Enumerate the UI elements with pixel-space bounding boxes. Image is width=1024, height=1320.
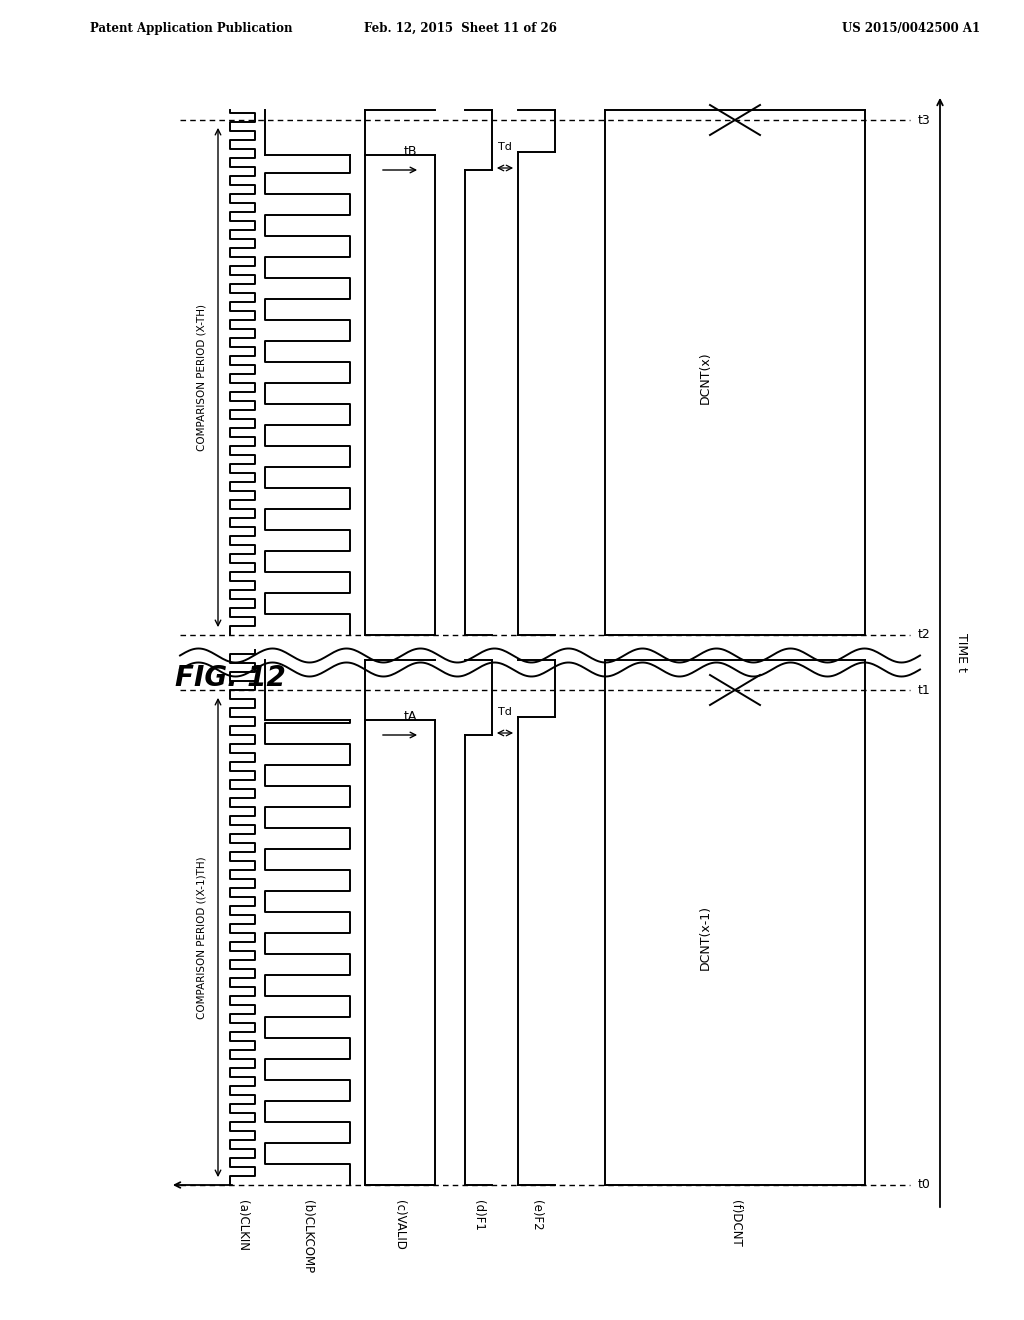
- Text: FIG. 12: FIG. 12: [175, 664, 286, 692]
- Text: t1: t1: [918, 684, 931, 697]
- Text: (c)VALID: (c)VALID: [393, 1200, 407, 1250]
- Text: (f)DCNT: (f)DCNT: [728, 1200, 741, 1247]
- Text: DCNT(x-1): DCNT(x-1): [698, 906, 712, 970]
- Text: DCNT(x): DCNT(x): [698, 351, 712, 404]
- Text: t3: t3: [918, 114, 931, 127]
- Text: TIME t: TIME t: [955, 634, 968, 672]
- Text: t2: t2: [918, 628, 931, 642]
- Text: COMPARISON PERIOD (X-TH): COMPARISON PERIOD (X-TH): [196, 304, 206, 451]
- Text: Td: Td: [498, 143, 512, 152]
- Text: (a)CLKIN: (a)CLKIN: [236, 1200, 249, 1251]
- Text: tB: tB: [403, 145, 417, 158]
- Text: tA: tA: [403, 710, 417, 723]
- Text: Td: Td: [498, 708, 512, 717]
- Text: t0: t0: [918, 1179, 931, 1192]
- Text: Patent Application Publication: Patent Application Publication: [90, 22, 293, 36]
- Text: COMPARISON PERIOD ((X-1)TH): COMPARISON PERIOD ((X-1)TH): [196, 857, 206, 1019]
- Text: Feb. 12, 2015  Sheet 11 of 26: Feb. 12, 2015 Sheet 11 of 26: [364, 22, 556, 36]
- Text: (b)CLKCOMP: (b)CLKCOMP: [301, 1200, 314, 1272]
- Text: (d)F1: (d)F1: [472, 1200, 485, 1230]
- Text: US 2015/0042500 A1: US 2015/0042500 A1: [842, 22, 980, 36]
- Text: (e)F2: (e)F2: [530, 1200, 543, 1230]
